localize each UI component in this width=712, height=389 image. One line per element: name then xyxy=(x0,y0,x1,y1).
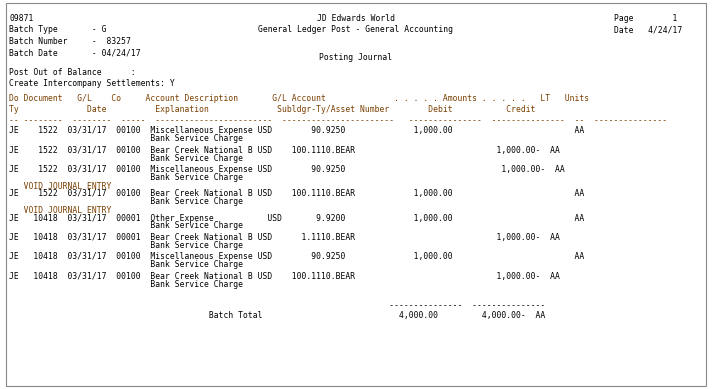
Text: ---------------  ---------------: --------------- --------------- xyxy=(9,301,545,310)
Text: 09871: 09871 xyxy=(9,14,33,23)
Text: Ty              Date          Explanation              Subldgr-Ty/Asset Number  : Ty Date Explanation Subldgr-Ty/Asset Num… xyxy=(9,105,535,114)
Text: Bank Service Charge: Bank Service Charge xyxy=(9,260,244,269)
Text: Date   4/24/17: Date 4/24/17 xyxy=(614,25,682,34)
Text: Bank Service Charge: Bank Service Charge xyxy=(9,241,244,250)
Text: Bank Service Charge: Bank Service Charge xyxy=(9,280,244,289)
Text: Batch Total                            4,000.00         4,000.00-  AA: Batch Total 4,000.00 4,000.00- AA xyxy=(9,311,545,320)
Text: VOID JOURNAL ENTRY: VOID JOURNAL ENTRY xyxy=(9,206,112,215)
Text: JE    1522  03/31/17  00100  Bear Creek National B USD    100.1110.BEAR         : JE 1522 03/31/17 00100 Bear Creek Nation… xyxy=(9,189,585,198)
Text: Batch Date       - 04/24/17: Batch Date - 04/24/17 xyxy=(9,49,141,58)
Text: JE   10418  03/31/17  00001  Other Expense           USD       9.9200           : JE 10418 03/31/17 00001 Other Expense US… xyxy=(9,214,585,223)
Text: JE    1522  03/31/17  00100  Miscellaneous Expense USD        90.9250           : JE 1522 03/31/17 00100 Miscellaneous Exp… xyxy=(9,126,585,135)
Text: Bank Service Charge: Bank Service Charge xyxy=(9,134,244,143)
Text: Bank Service Charge: Bank Service Charge xyxy=(9,197,244,206)
Text: JE   10418  03/31/17  00001  Bear Creek National B USD      1.1110.BEAR         : JE 10418 03/31/17 00001 Bear Creek Natio… xyxy=(9,233,560,242)
Text: Page        1: Page 1 xyxy=(614,14,677,23)
Text: Batch Number     -  83257: Batch Number - 83257 xyxy=(9,37,131,46)
Text: JE    1522  03/31/17  00100  Miscellaneous Expense USD        90.9250           : JE 1522 03/31/17 00100 Miscellaneous Exp… xyxy=(9,165,565,174)
Text: VOID JOURNAL ENTRY: VOID JOURNAL ENTRY xyxy=(9,182,112,191)
Text: JE    1522  03/31/17  00100  Bear Creek National B USD    100.1110.BEAR         : JE 1522 03/31/17 00100 Bear Creek Nation… xyxy=(9,146,560,155)
Text: Bank Service Charge: Bank Service Charge xyxy=(9,154,244,163)
Text: Batch Type       - G: Batch Type - G xyxy=(9,25,107,34)
Text: Bank Service Charge: Bank Service Charge xyxy=(9,173,244,182)
Text: JD Edwards World: JD Edwards World xyxy=(317,14,395,23)
Text: Posting Journal: Posting Journal xyxy=(320,53,392,62)
Text: -- --------  --------  -----  ------------------------  ----------------------- : -- -------- -------- ----- -------------… xyxy=(9,116,667,124)
Text: Do Document   G/L    Co     Account Description       G/L Account              .: Do Document G/L Co Account Description G… xyxy=(9,94,590,103)
Text: Post Out of Balance      :: Post Out of Balance : xyxy=(9,68,136,77)
Text: General Ledger Post - General Accounting: General Ledger Post - General Accounting xyxy=(258,25,454,34)
Text: Create Intercompany Settlements: Y: Create Intercompany Settlements: Y xyxy=(9,79,175,88)
Text: JE   10418  03/31/17  00100  Bear Creek National B USD    100.1110.BEAR         : JE 10418 03/31/17 00100 Bear Creek Natio… xyxy=(9,272,560,281)
Text: JE   10418  03/31/17  00100  Miscellaneous Expense USD        90.9250           : JE 10418 03/31/17 00100 Miscellaneous Ex… xyxy=(9,252,585,261)
Text: Bank Service Charge: Bank Service Charge xyxy=(9,221,244,230)
